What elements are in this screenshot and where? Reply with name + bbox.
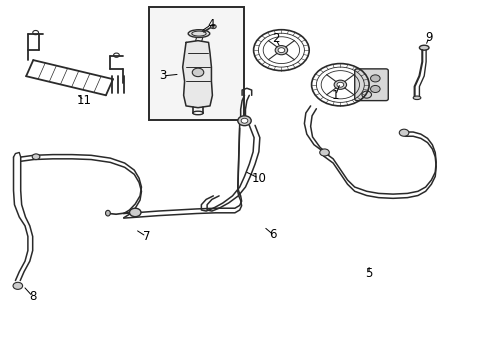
Text: 4: 4	[207, 18, 214, 31]
Text: 11: 11	[76, 94, 91, 107]
Circle shape	[192, 68, 203, 77]
Text: 1: 1	[331, 89, 339, 102]
Text: 3: 3	[159, 69, 166, 82]
Circle shape	[13, 282, 22, 289]
Circle shape	[370, 75, 379, 82]
Polygon shape	[183, 41, 212, 108]
Circle shape	[333, 80, 346, 89]
Text: 5: 5	[365, 267, 372, 280]
Circle shape	[399, 129, 408, 136]
Text: 10: 10	[251, 172, 266, 185]
Ellipse shape	[105, 210, 110, 216]
Bar	[148, 7, 243, 120]
Ellipse shape	[188, 30, 209, 37]
FancyBboxPatch shape	[354, 69, 387, 100]
Text: 2: 2	[271, 32, 279, 45]
Ellipse shape	[419, 45, 428, 50]
Text: 6: 6	[269, 228, 276, 241]
Circle shape	[278, 48, 284, 53]
Circle shape	[237, 116, 251, 126]
Ellipse shape	[412, 96, 420, 100]
Circle shape	[319, 149, 328, 156]
Text: 7: 7	[142, 230, 150, 243]
Circle shape	[370, 85, 379, 93]
Circle shape	[210, 24, 216, 29]
Circle shape	[129, 208, 141, 217]
Circle shape	[241, 118, 247, 123]
Circle shape	[275, 46, 287, 55]
Text: 8: 8	[29, 290, 36, 303]
Circle shape	[32, 154, 40, 159]
Circle shape	[336, 82, 343, 87]
Text: 9: 9	[425, 31, 432, 44]
